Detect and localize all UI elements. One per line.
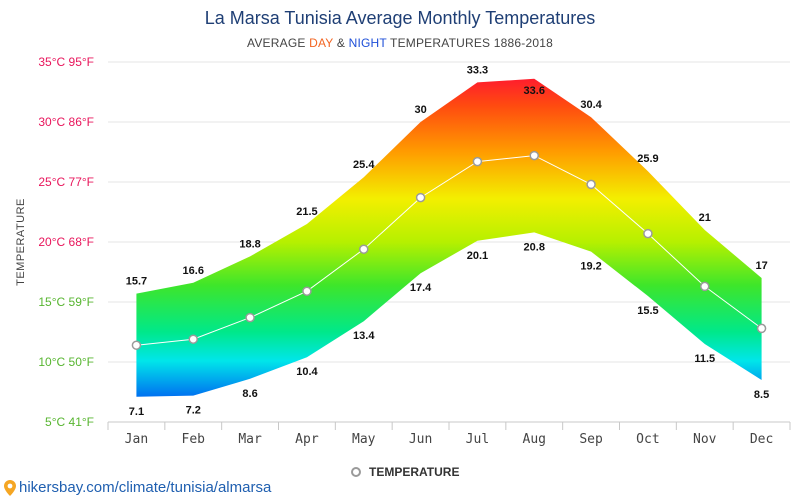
source-url: hikersbay.com/climate/tunisia/almarsa <box>19 479 272 496</box>
x-tick-label: Mar <box>238 432 262 447</box>
subtitle-suffix: TEMPERATURES 1886-2018 <box>390 36 553 50</box>
night-value-label: 7.2 <box>186 405 201 417</box>
mean-temperature-point <box>700 281 710 292</box>
mean-temperature-point <box>188 334 198 344</box>
day-value-label: 25.9 <box>637 153 658 165</box>
mean-temperature-point <box>302 286 312 296</box>
chart-subtitle: AVERAGE DAY & NIGHT TEMPERATURES 1886-20… <box>0 36 800 50</box>
day-value-label: 16.6 <box>183 265 204 277</box>
night-value-label: 7.1 <box>129 406 144 418</box>
y-axis-ticks: 35°C 95°F 30°C 86°F 25°C 77°F 20°C 68°F 15°C… <box>38 55 94 429</box>
day-value-label: 21 <box>699 212 711 224</box>
day-value-label: 17 <box>755 260 767 272</box>
mean-temperature-line <box>136 155 762 346</box>
day-value-label: 18.8 <box>239 238 260 250</box>
night-value-label: 19.2 <box>580 261 601 273</box>
day-value-label: 21.5 <box>296 206 317 218</box>
mean-temperature-point <box>756 323 767 334</box>
mean-temperature-point <box>529 150 539 161</box>
mean-temperature-point <box>359 244 369 254</box>
x-tick-label: May <box>352 432 376 447</box>
day-value-label: 33.3 <box>467 64 488 76</box>
y-tick-label: 10°C 50°F <box>38 355 94 369</box>
x-tick-label: Oct <box>636 432 659 447</box>
night-value-label: 8.6 <box>242 388 257 400</box>
y-axis-label: TEMPERATURE <box>15 198 27 286</box>
day-night-temperature-band <box>136 78 762 397</box>
legend[interactable]: TEMPERATURE <box>351 465 459 479</box>
x-tick-label: Jul <box>466 432 489 447</box>
x-tick-label: Feb <box>182 432 206 447</box>
temperature-band <box>136 78 762 397</box>
mean-temperature-point <box>586 179 596 190</box>
mean-temperature-point <box>643 228 653 239</box>
night-value-label: 11.5 <box>694 353 715 365</box>
chart-title: La Marsa Tunisia Average Monthly Tempera… <box>204 8 596 28</box>
y-tick-label: 20°C 68°F <box>38 235 94 249</box>
night-value-label: 13.4 <box>353 330 375 342</box>
x-axis: Jan Feb Mar Apr May Jun Jul Aug Sep Oct Nov Dec <box>107 421 791 447</box>
mean-temperature-point <box>131 340 142 350</box>
x-tick-label: Apr <box>295 432 319 447</box>
night-value-label: 20.1 <box>467 250 488 262</box>
subtitle-night: NIGHT <box>348 36 387 50</box>
night-value-label: 15.5 <box>637 305 658 317</box>
day-value-label: 30.4 <box>580 99 602 111</box>
x-tick-label: Nov <box>693 432 717 447</box>
source-link[interactable]: hikersbay.com/climate/tunisia/almarsa <box>4 479 271 496</box>
night-value-label: 8.5 <box>754 389 769 401</box>
location-pin-icon <box>4 479 16 496</box>
subtitle-day: DAY <box>309 36 334 50</box>
day-value-label: 25.4 <box>353 159 375 171</box>
x-tick-label: Aug <box>523 432 546 447</box>
mean-temperature-point <box>472 156 483 167</box>
legend-marker <box>351 467 361 477</box>
night-value-label: 10.4 <box>296 366 318 378</box>
legend-label-temperature: TEMPERATURE <box>369 465 459 479</box>
mean-temperature-series <box>131 150 767 350</box>
night-value-label: 20.8 <box>524 241 545 253</box>
y-tick-label: 15°C 59°F <box>38 295 94 309</box>
data-labels: 15.7 16.6 18.8 21.5 25.4 30 33.3 33.6 30.4 25.9 21… <box>126 64 770 417</box>
y-tick-label: 35°C 95°F <box>38 55 94 69</box>
day-value-label: 15.7 <box>126 276 147 288</box>
y-tick-label: 30°C 86°F <box>38 115 94 129</box>
x-tick-label: Sep <box>579 432 603 447</box>
night-value-label: 17.4 <box>410 282 432 294</box>
day-value-label: 33.6 <box>524 85 545 97</box>
subtitle-amp: & <box>336 36 346 50</box>
x-tick-label: Jan <box>125 432 148 447</box>
y-tick-label: 5°C 41°F <box>45 415 94 429</box>
x-tick-label: Dec <box>750 432 773 447</box>
mean-temperature-point <box>245 312 255 323</box>
subtitle-prefix: AVERAGE <box>247 36 306 50</box>
mean-temperature-point <box>415 192 426 203</box>
day-value-label: 30 <box>414 104 426 116</box>
y-tick-label: 25°C 77°F <box>38 175 94 189</box>
x-tick-label: Jun <box>409 432 432 447</box>
